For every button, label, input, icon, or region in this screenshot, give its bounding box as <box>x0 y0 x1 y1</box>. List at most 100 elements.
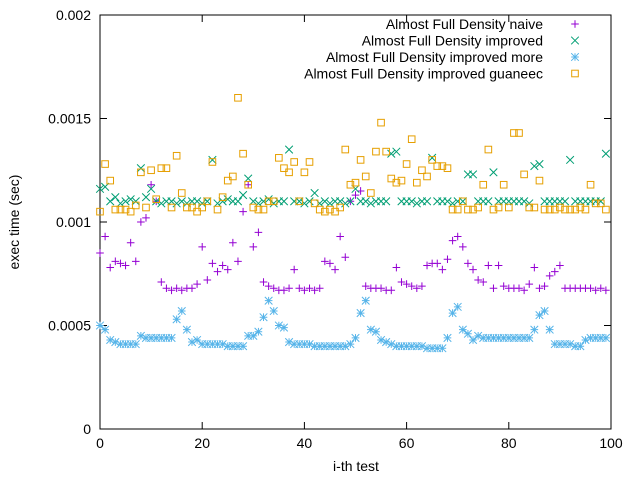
data-point <box>377 118 385 127</box>
data-point <box>499 282 508 290</box>
data-point <box>234 94 242 102</box>
data-point <box>565 339 575 349</box>
data-point <box>489 205 498 214</box>
data-point <box>377 284 385 293</box>
data-point <box>561 205 569 214</box>
data-point <box>223 265 232 274</box>
data-point <box>479 333 488 343</box>
data-point <box>269 284 278 293</box>
data-point <box>142 203 150 212</box>
data-point <box>341 145 350 154</box>
data-point <box>356 308 365 318</box>
data-point <box>325 342 335 351</box>
data-point <box>285 284 293 293</box>
data-point <box>443 333 452 343</box>
data-point <box>264 197 273 206</box>
data-point <box>264 282 273 290</box>
data-point <box>530 263 539 272</box>
y-tick-label: 0.002 <box>56 7 91 23</box>
data-point <box>417 342 427 351</box>
data-point <box>392 147 401 156</box>
data-point <box>162 333 171 343</box>
data-point <box>407 282 416 290</box>
data-point <box>116 339 125 349</box>
data-point <box>433 162 442 170</box>
y-tick-label: 0.0015 <box>48 111 91 127</box>
series-3 <box>95 296 611 353</box>
data-point <box>300 199 309 208</box>
data-point <box>157 333 166 343</box>
data-point <box>275 154 283 162</box>
data-point <box>137 218 145 226</box>
data-point <box>223 195 232 204</box>
legend-label: Almost Full Density improved guaneec <box>304 66 543 82</box>
data-point <box>407 197 416 206</box>
legend-marker <box>571 20 579 28</box>
data-point <box>167 203 176 212</box>
data-point <box>361 282 370 290</box>
data-point <box>499 333 508 343</box>
data-point <box>213 267 222 276</box>
data-point <box>95 321 105 330</box>
data-point <box>152 195 161 204</box>
data-point <box>162 284 171 293</box>
data-point <box>366 325 375 334</box>
data-point <box>556 203 564 212</box>
data-point <box>320 197 329 206</box>
data-point <box>418 166 426 175</box>
data-point <box>254 327 263 336</box>
data-point <box>137 168 145 177</box>
data-point <box>448 205 457 214</box>
data-point <box>351 333 360 343</box>
data-point <box>330 342 340 351</box>
data-point <box>284 337 294 347</box>
y-tick-label: 0 <box>83 421 91 437</box>
series-2 <box>95 145 611 208</box>
data-point <box>177 189 186 197</box>
data-point <box>264 296 273 305</box>
data-point <box>515 129 523 137</box>
legend-marker <box>570 52 580 62</box>
data-point <box>167 286 176 295</box>
data-point <box>192 335 202 345</box>
chart-axes: 0 20 40 60 80 100 0 0.0005 0.001 0.0015 0.002 <box>48 7 623 451</box>
x-tick-label: 0 <box>96 435 104 451</box>
data-point <box>223 342 232 351</box>
data-point <box>397 278 406 286</box>
data-point <box>474 203 482 212</box>
data-point <box>106 335 115 345</box>
data-point <box>514 333 524 343</box>
data-point <box>474 276 482 284</box>
data-point <box>157 199 166 208</box>
data-point <box>494 203 503 212</box>
data-point <box>479 180 488 189</box>
data-point <box>126 207 135 216</box>
data-point <box>540 205 549 214</box>
data-point <box>601 333 611 343</box>
data-point <box>274 321 284 330</box>
data-point <box>295 284 304 293</box>
data-point <box>387 339 396 349</box>
data-point <box>510 129 518 137</box>
data-point <box>106 197 115 206</box>
data-point <box>259 313 268 322</box>
data-point <box>218 261 227 270</box>
data-point <box>336 342 345 351</box>
data-point <box>254 228 263 237</box>
data-point <box>540 282 549 290</box>
data-point <box>96 249 104 257</box>
data-point <box>571 342 580 351</box>
data-point <box>203 197 212 206</box>
data-point <box>427 153 437 162</box>
data-point <box>172 199 181 208</box>
data-point <box>157 278 166 286</box>
data-point <box>315 284 324 293</box>
data-point <box>208 259 217 268</box>
data-point <box>596 284 605 293</box>
data-point <box>233 197 243 206</box>
data-point <box>433 259 442 268</box>
data-point <box>387 174 396 183</box>
x-tick-label: 40 <box>297 435 313 451</box>
data-point <box>213 205 222 214</box>
